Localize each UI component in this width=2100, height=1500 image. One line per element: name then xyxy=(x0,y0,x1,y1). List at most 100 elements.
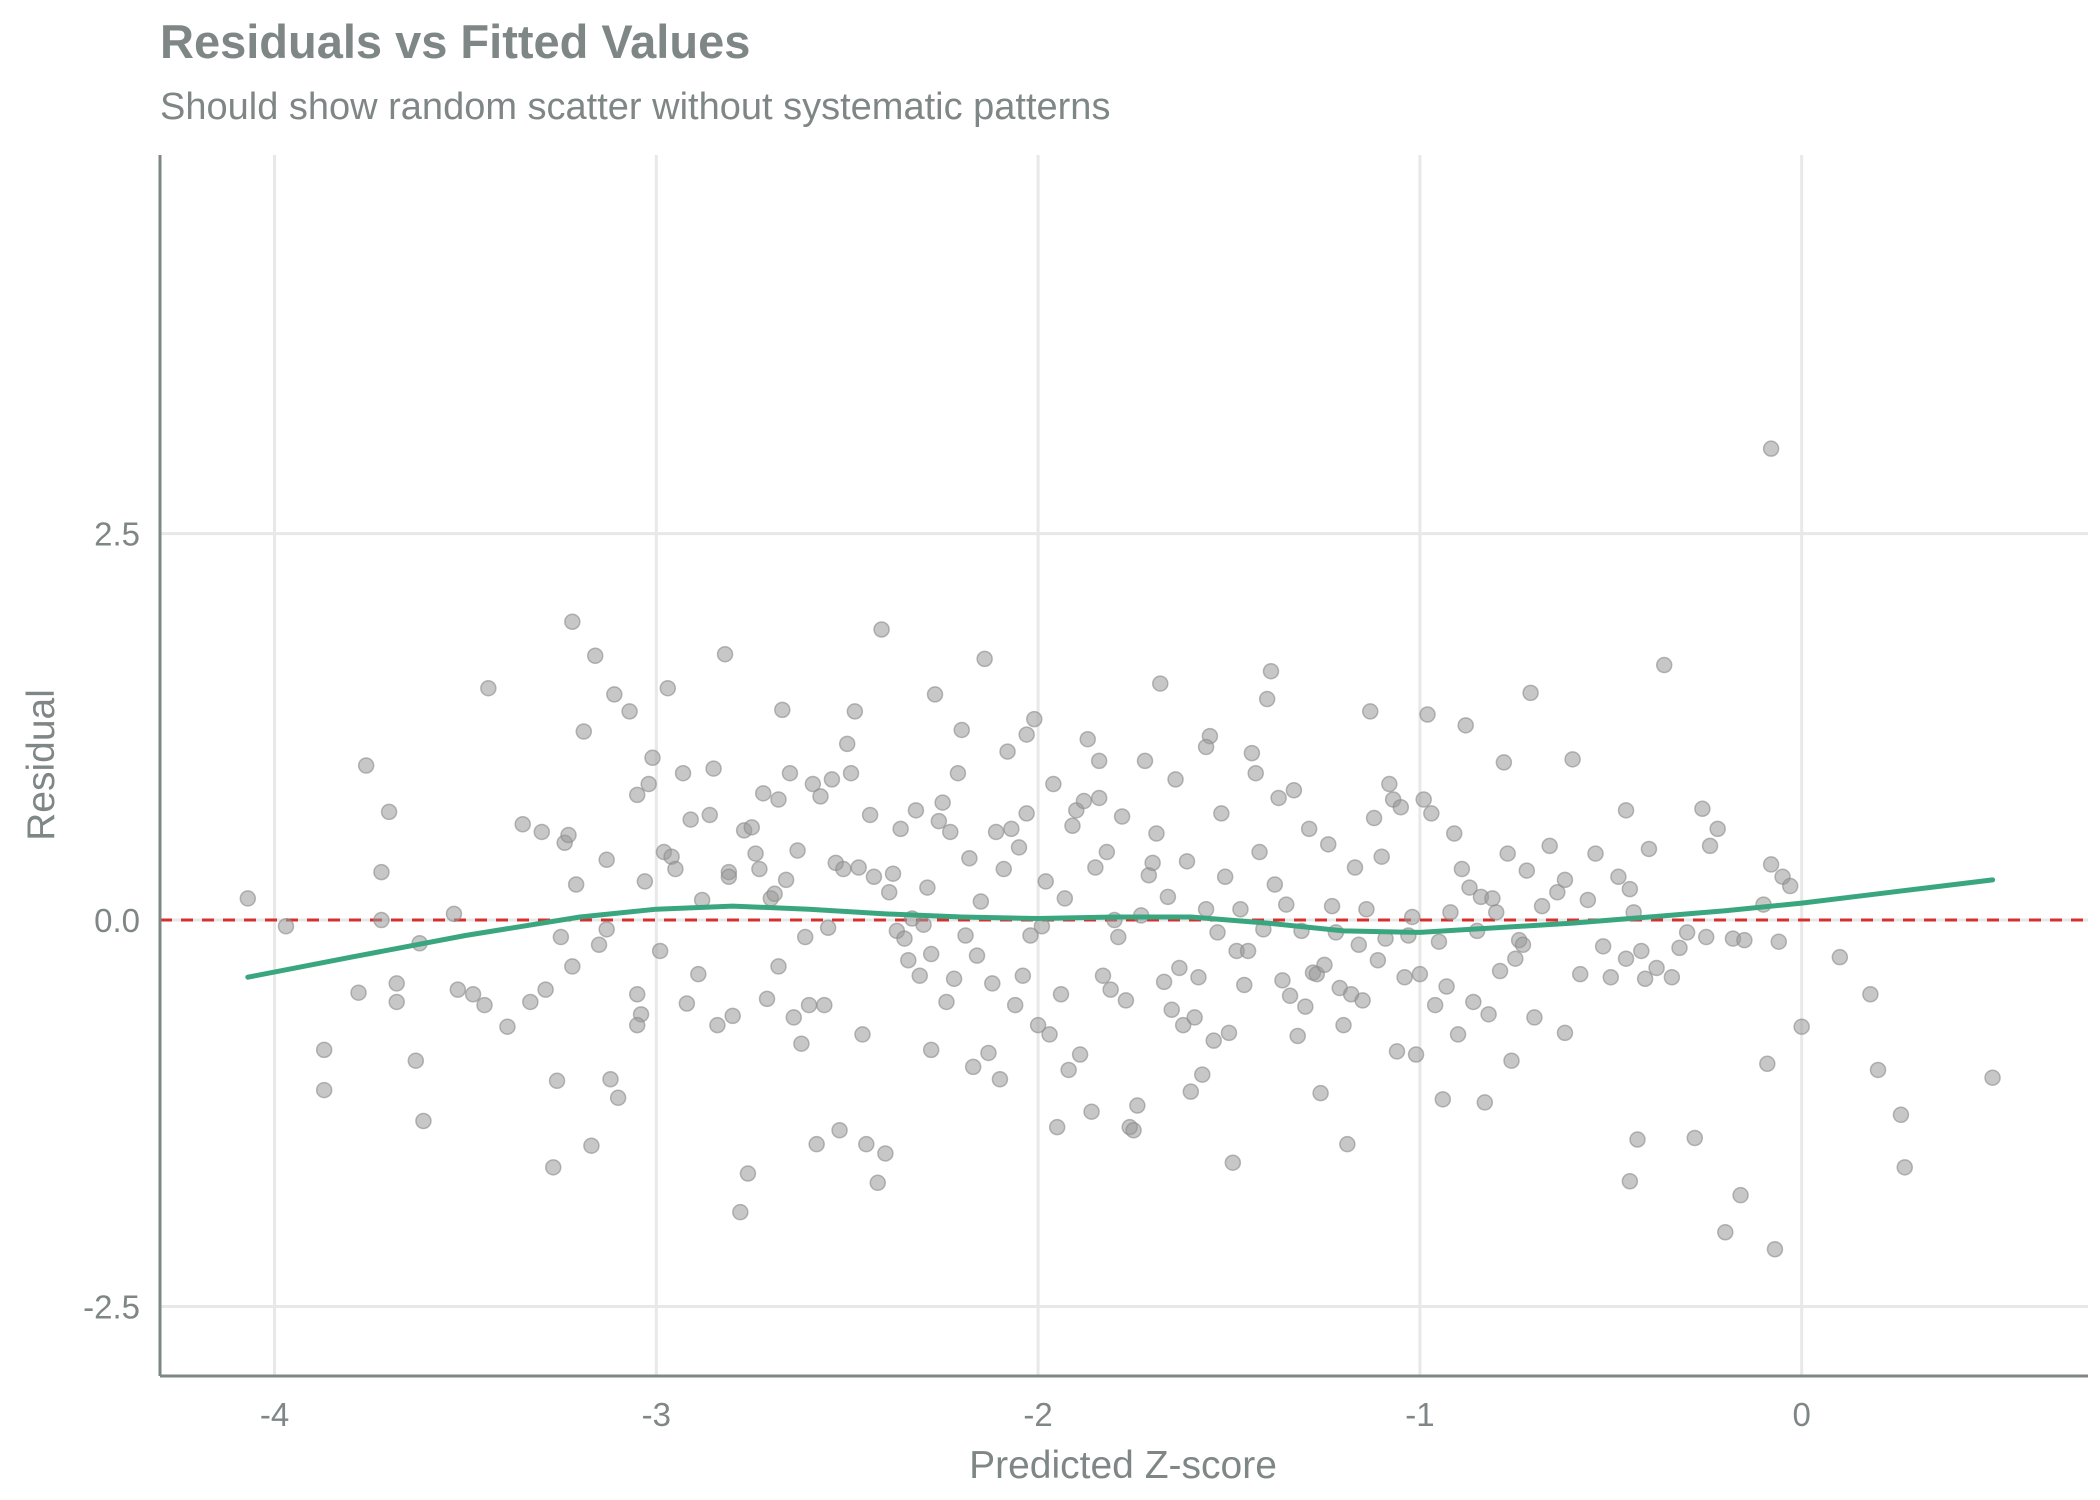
scatter-point xyxy=(239,890,257,907)
scatter-point xyxy=(1278,896,1295,913)
scatter-point xyxy=(1171,959,1188,977)
scatter-point xyxy=(1110,928,1127,946)
tick-labels-layer: -4 -3 -2 -1 0 -2.5 0.0 2.5 xyxy=(83,516,1811,1433)
scatter-point xyxy=(1285,781,1303,799)
scatter-point xyxy=(1239,942,1257,960)
scatter-point xyxy=(1793,1018,1810,1035)
scatter-point xyxy=(1346,859,1364,876)
scatter-point xyxy=(564,613,581,631)
scatter-point xyxy=(1419,706,1436,723)
scatter-point xyxy=(533,823,551,841)
scatter-point xyxy=(1197,900,1215,918)
scatter-point xyxy=(1064,817,1081,835)
scatter-point xyxy=(1423,805,1440,822)
scatter-point xyxy=(373,863,390,881)
scatter-point xyxy=(709,1016,726,1034)
scatter-point xyxy=(1438,978,1455,995)
scatter-point xyxy=(380,803,398,821)
scatter-point xyxy=(277,917,295,935)
scatter-point xyxy=(1190,968,1207,986)
scatter-point xyxy=(1442,904,1459,921)
scatter-point xyxy=(919,879,936,896)
scatter-point xyxy=(1465,993,1482,1011)
scatter-point xyxy=(873,621,890,638)
scatter-point xyxy=(1090,752,1108,770)
scatter-point xyxy=(1640,840,1658,858)
scatter-point xyxy=(1350,936,1368,954)
scatter-point xyxy=(1415,791,1432,808)
scatter-point xyxy=(449,981,467,998)
scatter-point xyxy=(724,1007,741,1025)
scatter-point xyxy=(976,650,993,668)
scatter-point xyxy=(667,860,684,878)
scatter-point xyxy=(388,993,405,1011)
scatter-point xyxy=(915,916,932,933)
scatter-point xyxy=(823,771,841,788)
scatter-point xyxy=(1258,690,1276,708)
scatter-point xyxy=(804,775,822,793)
scatter-point xyxy=(1247,764,1264,782)
scatter-point xyxy=(991,1071,1009,1088)
scatter-point xyxy=(1048,1118,1066,1136)
scatter-point xyxy=(480,679,497,697)
scatter-point xyxy=(1197,738,1215,756)
scatter-point xyxy=(957,927,974,944)
scatter-point xyxy=(1736,931,1753,949)
scatter-point xyxy=(1636,970,1654,988)
x-tick-label: -3 xyxy=(642,1396,671,1433)
scatter-point xyxy=(1381,775,1398,793)
scatter-point xyxy=(1014,967,1032,984)
scatter-point xyxy=(1056,890,1074,907)
scatter-point xyxy=(1709,820,1726,838)
scatter-point xyxy=(1155,973,1173,991)
scatter-point xyxy=(522,993,539,1011)
scatter-point xyxy=(835,860,852,878)
scatter-point xyxy=(476,996,493,1014)
scatter-point xyxy=(930,812,948,830)
scatter-point xyxy=(793,1035,810,1052)
scatter-point xyxy=(796,928,814,946)
scatter-point xyxy=(1052,985,1070,1003)
scatter-point xyxy=(1655,656,1673,674)
scatter-point xyxy=(1671,939,1688,957)
scatter-point xyxy=(1006,996,1024,1014)
scatter-point xyxy=(621,703,638,720)
scatter-point xyxy=(1533,897,1551,915)
scatter-point xyxy=(831,1122,848,1139)
scatter-point xyxy=(1388,1043,1406,1060)
scatter-point xyxy=(1556,871,1574,889)
scatter-point xyxy=(564,958,581,975)
x-axis-title: Predicted Z-score xyxy=(969,1444,1277,1487)
scatter-point xyxy=(1148,825,1165,842)
scatter-point xyxy=(1300,820,1318,838)
scatter-point xyxy=(1564,751,1581,768)
scatter-point xyxy=(1178,853,1196,870)
scatter-point xyxy=(1549,883,1566,901)
scatter-point xyxy=(1174,1016,1192,1034)
scatter-point xyxy=(1152,675,1169,692)
scatter-point xyxy=(701,806,719,824)
scatter-point xyxy=(1411,965,1429,983)
scatter-point xyxy=(766,885,783,903)
scatter-point xyxy=(922,945,940,963)
scatter-point xyxy=(705,760,722,777)
scatter-point xyxy=(1312,1084,1329,1102)
scatter-point xyxy=(808,1135,825,1153)
scatter-point xyxy=(716,645,734,663)
chart-title: Residuals vs Fitted Values xyxy=(160,15,751,68)
scatter-point xyxy=(590,936,608,954)
scatter-point xyxy=(1762,440,1780,457)
scatter-point xyxy=(739,1165,757,1182)
scatter-point xyxy=(770,958,787,975)
scatter-point xyxy=(880,883,898,901)
scatter-point xyxy=(1274,972,1291,989)
scatter-point xyxy=(690,965,707,983)
scatter-point xyxy=(1262,662,1280,680)
scatter-point xyxy=(1579,891,1597,909)
scatter-point xyxy=(1701,837,1719,855)
scatter-point xyxy=(1686,1129,1704,1147)
x-tick-label: -4 xyxy=(260,1396,289,1433)
scatter-point xyxy=(854,1026,871,1043)
scatter-point xyxy=(858,1135,875,1153)
